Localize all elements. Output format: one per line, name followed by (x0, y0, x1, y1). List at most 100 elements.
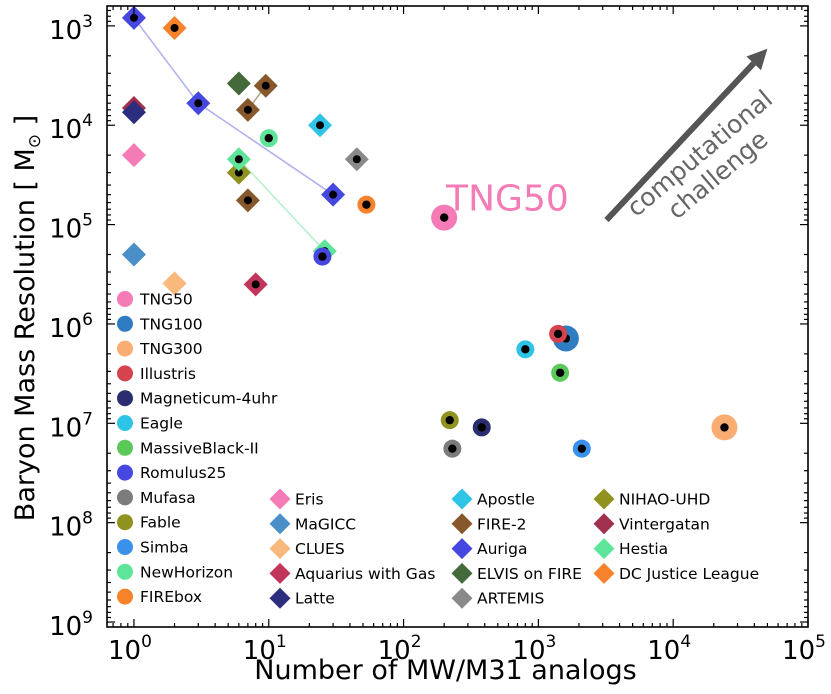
legend-marker-artemis (451, 587, 473, 609)
point-clues-0 (162, 271, 187, 296)
legend-label-tng300: TNG300 (139, 340, 203, 358)
legend-label-tng100: TNG100 (139, 315, 203, 333)
x-axis-title: Number of MW/M31 analogs (254, 655, 636, 686)
y-tick-label-base: 10 (49, 513, 82, 543)
legend-label-dc-justice-league: DC Justice League (619, 565, 759, 583)
legend-label-magneticum-4uhr: Magneticum-4uhr (140, 390, 278, 408)
y-tick-label-exp: 3 (82, 12, 93, 32)
legend-label-romulus25: Romulus25 (140, 464, 226, 482)
legend-marker-magicc (269, 513, 291, 535)
point-dot-eagle-0 (521, 345, 530, 354)
legend-marker-tng50 (117, 291, 133, 307)
tng50-highlight-label: TNG50 (445, 179, 569, 220)
point-dot-massiveblack-ii-0 (555, 368, 565, 377)
legend-marker-romulus25 (117, 464, 133, 481)
legend-label-aquarius-with-gas: Aquarius with Gas (295, 565, 435, 583)
point-dot-fire-2-1 (261, 81, 270, 90)
legend-marker-auriga (451, 538, 473, 560)
x-tick-label: 104 (647, 632, 691, 666)
point-dot-nihao-uhd-0 (234, 168, 243, 177)
x-tick-label-exp: 2 (411, 632, 422, 652)
point-dot-illustris-0 (553, 329, 563, 339)
y-tick-label: 107 (49, 409, 93, 443)
x-tick-label-base: 10 (108, 636, 141, 666)
legend-marker-mufasa (117, 489, 133, 506)
data-points (121, 5, 738, 458)
legend-label-auriga: Auriga (477, 540, 527, 558)
y-tick-label-exp: 9 (82, 608, 93, 628)
point-dot-mufasa-0 (448, 444, 457, 453)
legend-label-firebox: FIREbox (140, 588, 202, 606)
legend-marker-fire-2 (451, 513, 473, 535)
x-tick-label-exp: 0 (141, 632, 152, 652)
y-tick-label-base: 10 (49, 115, 82, 145)
legend-label-hestia: Hestia (619, 540, 668, 558)
legend-label-eris: Eris (295, 491, 324, 509)
legend-label-clues: CLUES (295, 540, 345, 558)
legend-marker-eris (269, 488, 291, 510)
connector-line-1 (238, 158, 326, 252)
legend-marker-tng100 (117, 315, 133, 332)
legend-marker-newhorizon (117, 563, 133, 580)
legend-label-eagle: Eagle (140, 415, 183, 433)
legend-label-nihao-uhd: NIHAO-UHD (619, 491, 710, 509)
legend-marker-dc-justice-league (593, 562, 615, 584)
y-tick-label: 109 (49, 608, 93, 642)
y-axis-title-main: Baryon Mass Resolution [ M (10, 148, 41, 521)
legend-marker-illustris (117, 365, 133, 382)
point-dot-apostle-0 (316, 121, 325, 130)
legend-label-mufasa: Mufasa (140, 489, 196, 507)
y-tick-label: 108 (49, 509, 93, 543)
y-axis-title: Baryon Mass Resolution [ M⊙ ] (10, 115, 45, 521)
legend-label-vintergatan: Vintergatan (619, 515, 710, 533)
y-tick-label: 104 (49, 111, 93, 145)
y-tick-label: 106 (49, 310, 93, 344)
x-tick-label-base: 10 (647, 636, 680, 666)
legend: TNG50 TNG100 TNG300 Illustris Magneticum-4uh… (117, 291, 759, 609)
legend-label-latte: Latte (295, 590, 335, 608)
legend-label-illustris: Illustris (140, 365, 196, 383)
y-tick-label-base: 10 (49, 612, 82, 642)
x-tick-label-exp: 3 (546, 632, 557, 652)
legend-marker-simba (117, 539, 133, 555)
point-eris-0 (121, 143, 146, 168)
legend-marker-nihao-uhd (593, 488, 615, 510)
x-tick-label: 105 (782, 632, 826, 666)
legend-marker-massiveblack-ii (117, 439, 133, 456)
point-dot-dc-justice-league-0 (170, 23, 179, 32)
legend-marker-tng300 (117, 340, 133, 357)
x-tick-label-base: 10 (243, 636, 276, 666)
legend-label-artemis: ARTEMIS (477, 590, 544, 608)
y-tick-label-base: 10 (49, 413, 82, 443)
y-tick-label-base: 10 (49, 16, 82, 46)
legend-label-newhorizon: NewHorizon (140, 563, 233, 581)
point-dot-fire-2-2 (243, 196, 252, 205)
point-dot-romulus25-0 (318, 252, 327, 261)
y-tick-label-exp: 5 (82, 211, 93, 231)
legend-marker-hestia (593, 538, 615, 560)
point-dot-artemis-0 (352, 155, 361, 164)
x-tick-label: 100 (108, 632, 152, 666)
x-tick-label-base: 10 (512, 636, 545, 666)
legend-label-simba: Simba (140, 539, 189, 557)
legend-label-fable: Fable (140, 514, 181, 532)
legend-label-massiveblack-ii: MassiveBlack-II (140, 439, 259, 457)
challenge-arrow-shaft (604, 61, 756, 223)
y-tick-label-exp: 7 (82, 409, 93, 429)
x-tick-label-exp: 5 (815, 632, 826, 652)
legend-label-apostle: Apostle (477, 491, 535, 509)
y-tick-label: 103 (49, 12, 93, 46)
y-axis-title-bracket: ] (10, 115, 41, 134)
point-dot-fable-0 (445, 415, 454, 425)
legend-marker-elvis-on-fire (451, 562, 473, 584)
point-dot-auriga-1 (194, 99, 203, 108)
ticks (107, 6, 809, 627)
legend-label-fire-2: FIRE-2 (477, 515, 527, 533)
legend-marker-firebox (117, 588, 133, 605)
y-tick-label-exp: 4 (82, 111, 93, 131)
legend-marker-magneticum-4uhr (117, 390, 133, 407)
point-dot-hestia-0 (234, 155, 243, 164)
legend-marker-fable (117, 514, 133, 531)
legend-marker-aquarius-with-gas (269, 562, 291, 584)
